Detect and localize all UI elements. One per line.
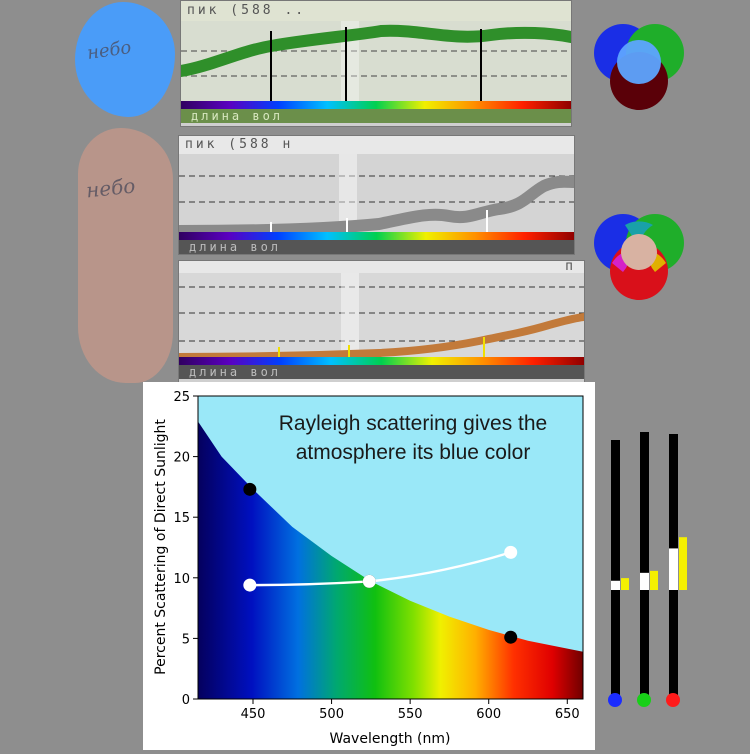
sunset-sky-label: небо xyxy=(84,173,137,203)
spectrum-graph-sunset-1 xyxy=(179,154,574,232)
bar-yellow xyxy=(650,570,658,590)
clear-sky-label: небо xyxy=(85,37,133,64)
spectrum-strip-sunset-1: пик (588 н длина вол xyxy=(178,135,575,255)
black-point xyxy=(504,630,518,644)
x-tick-label: 650 xyxy=(555,707,580,722)
spectrum-strip-clear: пик (588 .. длина вол xyxy=(180,0,572,127)
bar-color-dot xyxy=(608,693,622,707)
y-tick-label: 0 xyxy=(182,693,190,708)
bar-rail xyxy=(611,440,620,695)
y-tick-label: 20 xyxy=(173,451,190,466)
x-tick-label: 450 xyxy=(241,707,266,722)
venn-clear-sky xyxy=(594,24,684,110)
rgb-bars xyxy=(608,432,687,707)
bar-white xyxy=(640,572,649,590)
y-tick-label: 15 xyxy=(173,511,190,526)
spectrum-graph-clear xyxy=(181,21,571,101)
bar-white xyxy=(669,548,678,590)
bar-color-dot xyxy=(666,693,680,707)
strip-footer: длина вол xyxy=(179,240,574,254)
clear-sky-swatch: небо xyxy=(75,2,175,117)
white-point xyxy=(504,545,518,559)
bar-color-dot xyxy=(637,693,651,707)
bar-white xyxy=(611,580,620,590)
strip-header: пик (588 .. xyxy=(181,1,571,21)
venn-overlap xyxy=(621,234,657,270)
strip-footer: длина вол xyxy=(181,109,571,123)
bar-rail xyxy=(640,432,649,695)
y-tick-label: 25 xyxy=(173,390,190,405)
rayleigh-chart-panel: 450 500 550 600 650 0 5 10 15 20 25 Rayleigh scat… xyxy=(143,382,595,750)
bar-yellow xyxy=(679,537,687,590)
rayleigh-chart: 450 500 550 600 650 0 5 10 15 20 25 Rayleigh scat… xyxy=(153,390,584,747)
scattering-area xyxy=(198,421,583,699)
x-tick-label: 600 xyxy=(476,707,501,722)
chart-title-line-2: atmosphere its blue color xyxy=(296,441,531,464)
spectrum-bar xyxy=(179,357,584,365)
venn-sunset-sky xyxy=(594,214,684,300)
plot-frame xyxy=(197,395,584,700)
strip-footer: длина вол xyxy=(179,365,584,379)
white-point xyxy=(243,578,257,592)
black-point xyxy=(243,482,257,496)
strip-header: п xyxy=(179,261,584,273)
y-axis-label: Percent Scattering of Direct Sunlight xyxy=(153,419,169,675)
spectrum-strip-sunset-2: п длина вол xyxy=(178,260,585,384)
chart-title-line-1: Rayleigh scattering gives the xyxy=(279,412,547,435)
white-point xyxy=(362,574,376,588)
sunset-sky-swatch: небо xyxy=(78,128,173,383)
spectrum-bar xyxy=(179,232,574,240)
y-tick-label: 5 xyxy=(182,632,190,647)
spectrum-bar xyxy=(181,101,571,109)
x-tick-label: 550 xyxy=(398,707,423,722)
y-tick-label: 10 xyxy=(173,572,190,587)
x-tick-label: 500 xyxy=(319,707,344,722)
bar-yellow xyxy=(621,578,629,590)
x-axis-label: Wavelength (nm) xyxy=(330,731,451,747)
venn-overlap xyxy=(617,40,661,84)
strip-header: пик (588 н xyxy=(179,136,574,154)
spectrum-graph-sunset-2 xyxy=(179,273,584,357)
